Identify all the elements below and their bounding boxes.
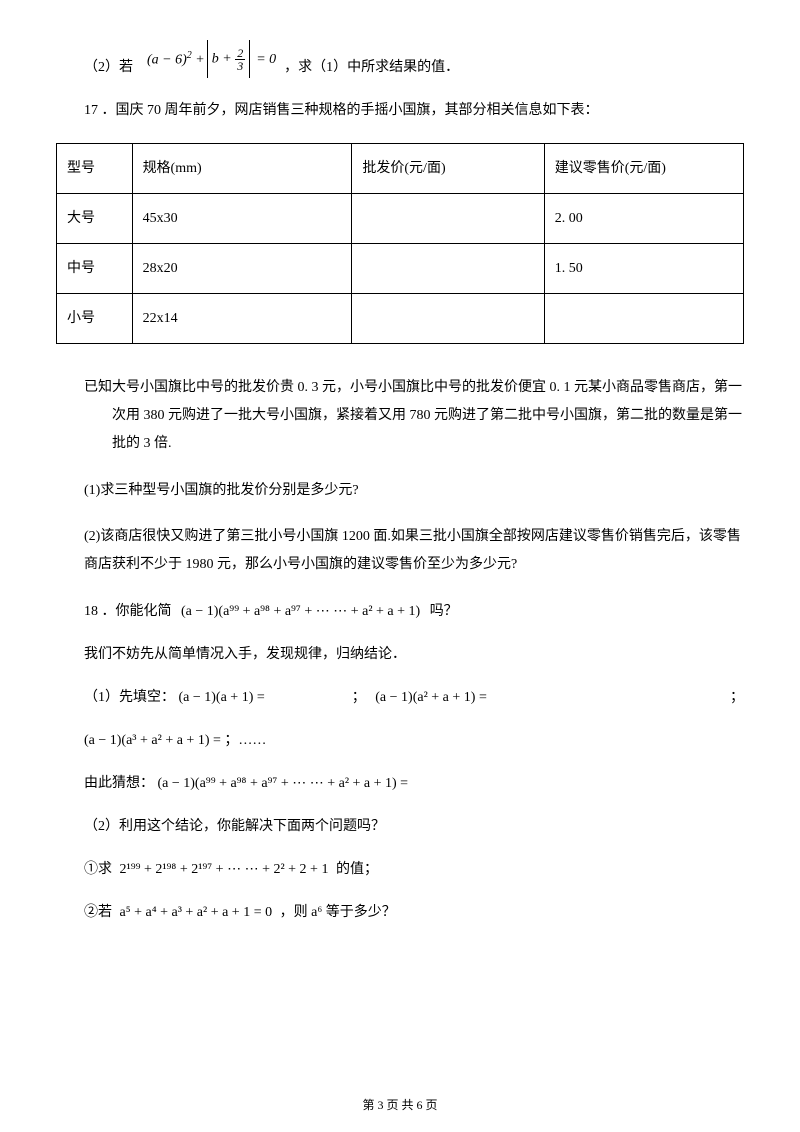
th-retail: 建议零售价(元/面) xyxy=(544,144,743,194)
table-row: 小号 22x14 xyxy=(57,294,744,344)
f3: (a − 1)(a³ + a² + a + 1) = xyxy=(84,733,221,748)
guess-prefix: 由此猜想： xyxy=(84,776,154,791)
sep-end: ； xyxy=(730,687,744,708)
f3-suffix: ；…… xyxy=(224,733,266,748)
q16-suffix: ，求（1）中所求结果的值． xyxy=(284,57,459,78)
q18-guess: 由此猜想： (a − 1)(a⁹⁹ + a⁹⁸ + a⁹⁷ + ⋯ ⋯ + a²… xyxy=(56,773,744,794)
fraction: 2 3 xyxy=(235,47,245,72)
q18-p1: 我们不妨先从简单情况入手，发现规律，归纳结论． xyxy=(56,644,744,665)
cell xyxy=(352,244,544,294)
th-model: 型号 xyxy=(57,144,133,194)
cell: 2. 00 xyxy=(544,194,743,244)
abs-bar-left xyxy=(207,40,208,78)
sub2-suffix: 等于多少？ xyxy=(326,905,396,920)
q17-p3: (2)该商店很快又购进了第三批小号小国旗 1200 面.如果三批小国旗全部按网店… xyxy=(56,523,744,579)
page-footer: 第 3 页 共 6 页 xyxy=(0,1096,800,1114)
cell: 45x30 xyxy=(132,194,352,244)
table-header-row: 型号 规格(mm) 批发价(元/面) 建议零售价(元/面) xyxy=(57,144,744,194)
flag-table: 型号 规格(mm) 批发价(元/面) 建议零售价(元/面) 大号 45x30 2… xyxy=(56,143,744,344)
th-spec: 规格(mm) xyxy=(132,144,352,194)
q17-p1: 已知大号小国旗比中号的批发价贵 0. 3 元，小号小国旗比中号的批发价便宜 0.… xyxy=(56,374,744,458)
q17-stem: 17 ．国庆 70 周年前夕，网店销售三种规格的手摇小国旗，其部分相关信息如下表… xyxy=(56,100,744,121)
q18-p2: （2）利用这个结论，你能解决下面两个问题吗？ xyxy=(56,816,744,837)
sub1-prefix: ①求 xyxy=(84,862,112,877)
guess-expr: (a − 1)(a⁹⁹ + a⁹⁸ + a⁹⁷ + ⋯ ⋯ + a² + a +… xyxy=(158,776,409,791)
cell xyxy=(544,294,743,344)
table-row: 中号 28x20 1. 50 xyxy=(57,244,744,294)
cell: 1. 50 xyxy=(544,244,743,294)
table-row: 大号 45x30 2. 00 xyxy=(57,194,744,244)
cell: 大号 xyxy=(57,194,133,244)
cell: 中号 xyxy=(57,244,133,294)
abs-bar-right xyxy=(249,40,250,78)
sep: ； xyxy=(352,690,366,705)
th-wholesale: 批发价(元/面) xyxy=(352,144,544,194)
cell xyxy=(352,294,544,344)
cell: 小号 xyxy=(57,294,133,344)
sub1-expr: 2¹⁹⁹ + 2¹⁹⁸ + 2¹⁹⁷ + ⋯ ⋯ + 2² + 2 + 1 xyxy=(120,862,329,877)
eq-zero: = 0 xyxy=(256,49,276,70)
q18-stem: 18 ．你能化简 (a − 1)(a⁹⁹ + a⁹⁸ + a⁹⁷ + ⋯ ⋯ +… xyxy=(56,601,744,622)
q16-part2: （2）若 (a − 6)2 + b + 2 3 = 0 ，求（1）中所求结果的值… xyxy=(56,40,744,78)
sub2-expr: a⁵ + a⁴ + a³ + a² + a + 1 = 0 xyxy=(120,905,273,920)
f1: (a − 1)(a + 1) = xyxy=(179,690,265,705)
f2: (a − 1)(a² + a + 1) = xyxy=(375,690,487,705)
term-b: b + 2 3 xyxy=(210,47,247,72)
q16-prefix: （2）若 xyxy=(84,57,133,78)
cell: 22x14 xyxy=(132,294,352,344)
q18-expr1: (a − 1)(a⁹⁹ + a⁹⁸ + a⁹⁷ + ⋯ ⋯ + a² + a +… xyxy=(181,604,420,619)
sub2-mid: ，则 xyxy=(280,905,308,920)
sub2-prefix: ②若 xyxy=(84,905,112,920)
q18-sub2: ②若 a⁵ + a⁴ + a³ + a² + a + 1 = 0 ，则 a⁶ 等… xyxy=(56,902,744,923)
q17-p2: (1)求三种型号小国旗的批发价分别是多少元? xyxy=(56,480,744,501)
sub1-suffix: 的值； xyxy=(336,862,378,877)
q18-sub1: ①求 2¹⁹⁹ + 2¹⁹⁸ + 2¹⁹⁷ + ⋯ ⋯ + 2² + 2 + 1… xyxy=(56,859,744,880)
fill-prefix: （1）先填空： xyxy=(84,690,175,705)
q18-f3-line: (a − 1)(a³ + a² + a + 1) = ；…… xyxy=(56,730,744,751)
term-a: (a − 6)2 + xyxy=(147,48,205,71)
sub2-a6: a⁶ xyxy=(311,905,322,920)
q16-formula: (a − 6)2 + b + 2 3 = 0 xyxy=(147,40,276,78)
cell: 28x20 xyxy=(132,244,352,294)
q18-fill: （1）先填空： (a − 1)(a + 1) = ； (a − 1)(a² + … xyxy=(56,687,744,708)
q18-prefix: 18 ．你能化简 xyxy=(84,604,172,619)
q18-suffix: 吗？ xyxy=(430,604,458,619)
cell xyxy=(352,194,544,244)
